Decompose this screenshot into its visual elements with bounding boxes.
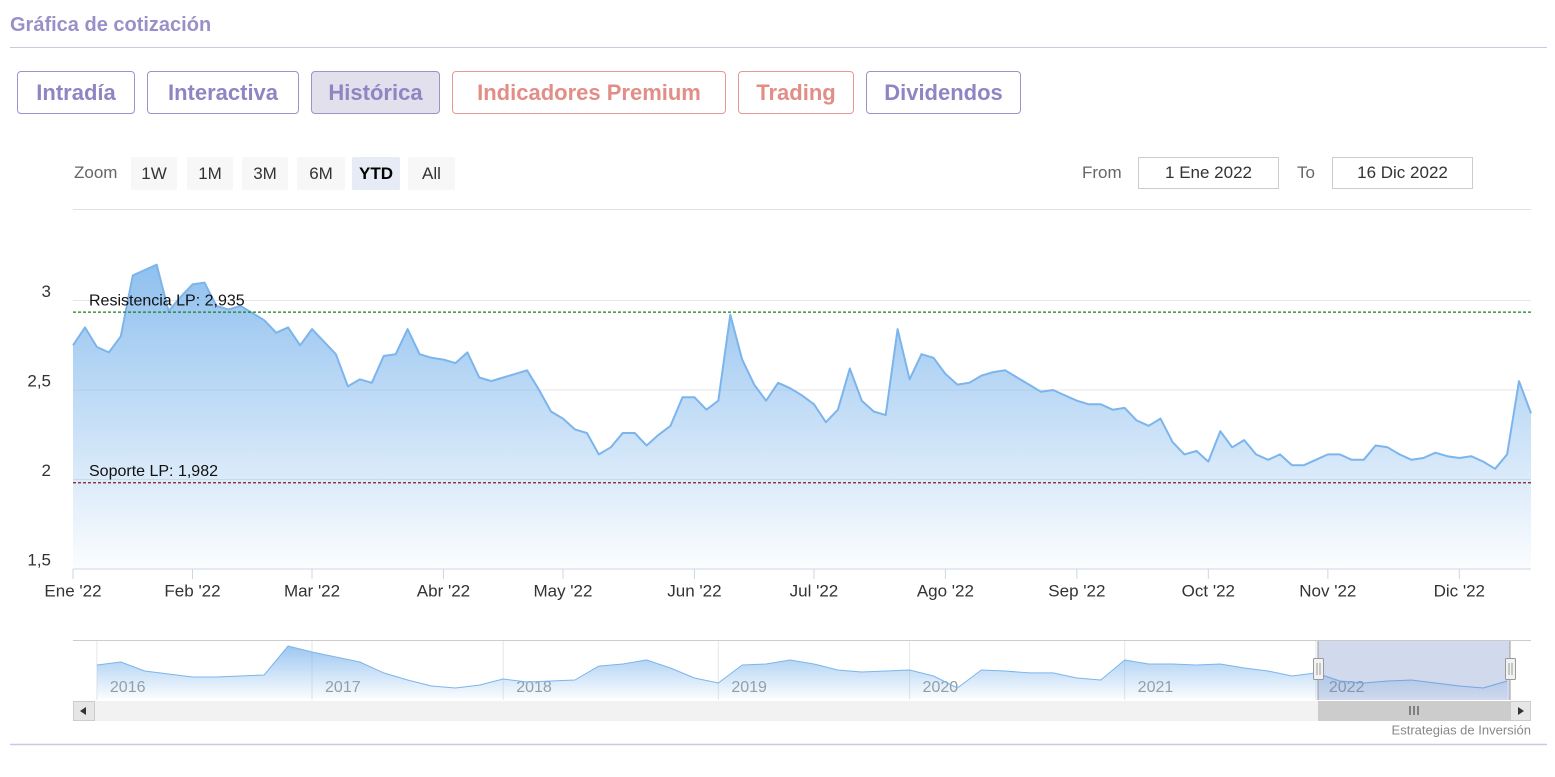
zoom-label: Zoom xyxy=(74,163,118,182)
area-fill xyxy=(73,264,1531,569)
to-label: To xyxy=(1297,163,1315,182)
x-tick-label: Oct '22 xyxy=(1182,581,1235,600)
tab[interactable]: Indicadores Premium xyxy=(452,71,726,114)
zoom-button[interactable]: 6M xyxy=(297,157,345,190)
from-input[interactable]: 1 Ene 2022 xyxy=(1138,157,1279,189)
x-tick-label: Ene '22 xyxy=(44,581,101,600)
zoom-button[interactable]: 1W xyxy=(131,157,177,190)
tab[interactable]: Dividendos xyxy=(866,71,1021,114)
x-tick-label: Feb '22 xyxy=(164,581,220,600)
zoom-button[interactable]: 3M xyxy=(242,157,288,190)
x-tick-label: Ago '22 xyxy=(917,581,974,600)
navigator-mask[interactable] xyxy=(1318,641,1510,700)
x-tick-label: Jul '22 xyxy=(790,581,839,600)
from-label: From xyxy=(1082,163,1122,182)
plot-line-label: Soporte LP: 1,982 xyxy=(89,463,218,480)
tab[interactable]: Histórica xyxy=(311,71,440,114)
y-tick-label: 1,5 xyxy=(27,550,51,569)
arrow-left xyxy=(80,707,86,715)
navigator: 2016201720182019202020212022 xyxy=(73,640,1531,700)
arrow-right xyxy=(1518,707,1524,715)
x-tick-label: Jun '22 xyxy=(667,581,721,600)
handle[interactable] xyxy=(1505,658,1516,680)
x-tick-label: Dic '22 xyxy=(1434,581,1485,600)
navigator-controls xyxy=(73,641,1531,721)
y-tick-label: 3 xyxy=(42,282,51,301)
x-tick-label: Abr '22 xyxy=(417,581,470,600)
to-input[interactable]: 16 Dic 2022 xyxy=(1332,157,1473,189)
x-tick-label: May '22 xyxy=(533,581,592,600)
x-tick-label: Sep '22 xyxy=(1048,581,1105,600)
plot-line-label: Resistencia LP: 2,935 xyxy=(89,292,245,309)
tab[interactable]: Interactiva xyxy=(147,71,299,114)
y-tick-label: 2 xyxy=(42,461,51,480)
zoom-button[interactable]: All xyxy=(408,157,455,190)
x-tick-label: Nov '22 xyxy=(1299,581,1356,600)
x-tick-label: Mar '22 xyxy=(284,581,340,600)
tab[interactable]: Trading xyxy=(738,71,854,114)
divider xyxy=(10,47,1547,48)
handle[interactable] xyxy=(1313,658,1324,680)
main-plot: 1,5 2 2,5 3 Ene '22 Feb '22 Mar '22 Abr '22 May … xyxy=(27,263,1532,600)
price-line xyxy=(96,645,1508,689)
zoom-button[interactable]: 1M xyxy=(187,157,233,190)
tab[interactable]: Intradía xyxy=(17,71,135,114)
credits: Estrategias de Inversión xyxy=(1392,722,1531,737)
area-fill xyxy=(96,646,1508,698)
section-title: Gráfica de cotización xyxy=(10,14,212,36)
zoom-button[interactable]: YTD xyxy=(352,157,400,190)
y-tick-label: 2,5 xyxy=(27,371,51,390)
scrollbar-track[interactable] xyxy=(73,701,1531,721)
price-line xyxy=(72,263,1532,470)
